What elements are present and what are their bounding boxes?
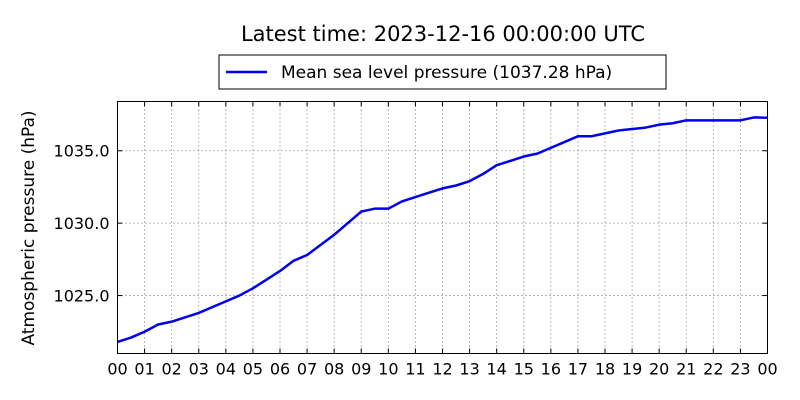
x-tick-label: 23	[730, 360, 750, 379]
plot-area	[117, 116, 768, 344]
x-tick-label: 16	[541, 360, 561, 379]
x-tick-label: 05	[243, 360, 263, 379]
x-tick-label: 02	[161, 360, 181, 379]
legend-box	[218, 54, 667, 90]
legend-entry-label: Mean sea level pressure (1037.28 hPa)	[281, 63, 612, 83]
x-tick-label: 15	[514, 360, 534, 379]
x-tick-label: 03	[189, 360, 209, 379]
x-tick-label: 07	[297, 360, 317, 379]
x-tick-label: 22	[703, 360, 723, 379]
axis-ticks: 00 01 02 03 04 05 06 07 08 09 10 11 12 13 14 15 16 17 18 19…	[54, 101, 778, 379]
x-tick-label: 20	[649, 360, 669, 379]
x-tick-label: 10	[378, 360, 398, 379]
chart-title: Latest time: 2023-12-16 00:00:00 UTC	[241, 22, 645, 46]
x-tick-label: 00	[107, 360, 127, 379]
grid	[117, 101, 768, 354]
x-tick-label: 14	[486, 360, 506, 379]
x-tick-label: 00	[757, 360, 777, 379]
x-tick-label: 12	[432, 360, 452, 379]
x-tick-label: 04	[216, 360, 236, 379]
plot-frame	[117, 101, 768, 354]
y-tick-label: 1030.0	[54, 214, 110, 233]
y-axis-label: Atmospheric pressure (hPa)	[19, 110, 39, 345]
x-tick-label: 13	[459, 360, 479, 379]
x-tick-label: 01	[134, 360, 154, 379]
x-tick-label: 19	[622, 360, 642, 379]
x-tick-label: 18	[595, 360, 615, 379]
x-tick-label: 08	[324, 360, 344, 379]
x-tick-label: 09	[351, 360, 371, 379]
series-line	[117, 116, 768, 344]
x-tick-label: 11	[405, 360, 425, 379]
y-tick-label: 1035.0	[54, 142, 110, 161]
x-tick-label: 06	[270, 360, 290, 379]
x-tick-label: 17	[568, 360, 588, 379]
legend: Mean sea level pressure (1037.28 hPa)	[218, 54, 667, 90]
x-tick-label: 21	[676, 360, 696, 379]
y-tick-label: 1025.0	[54, 287, 110, 306]
